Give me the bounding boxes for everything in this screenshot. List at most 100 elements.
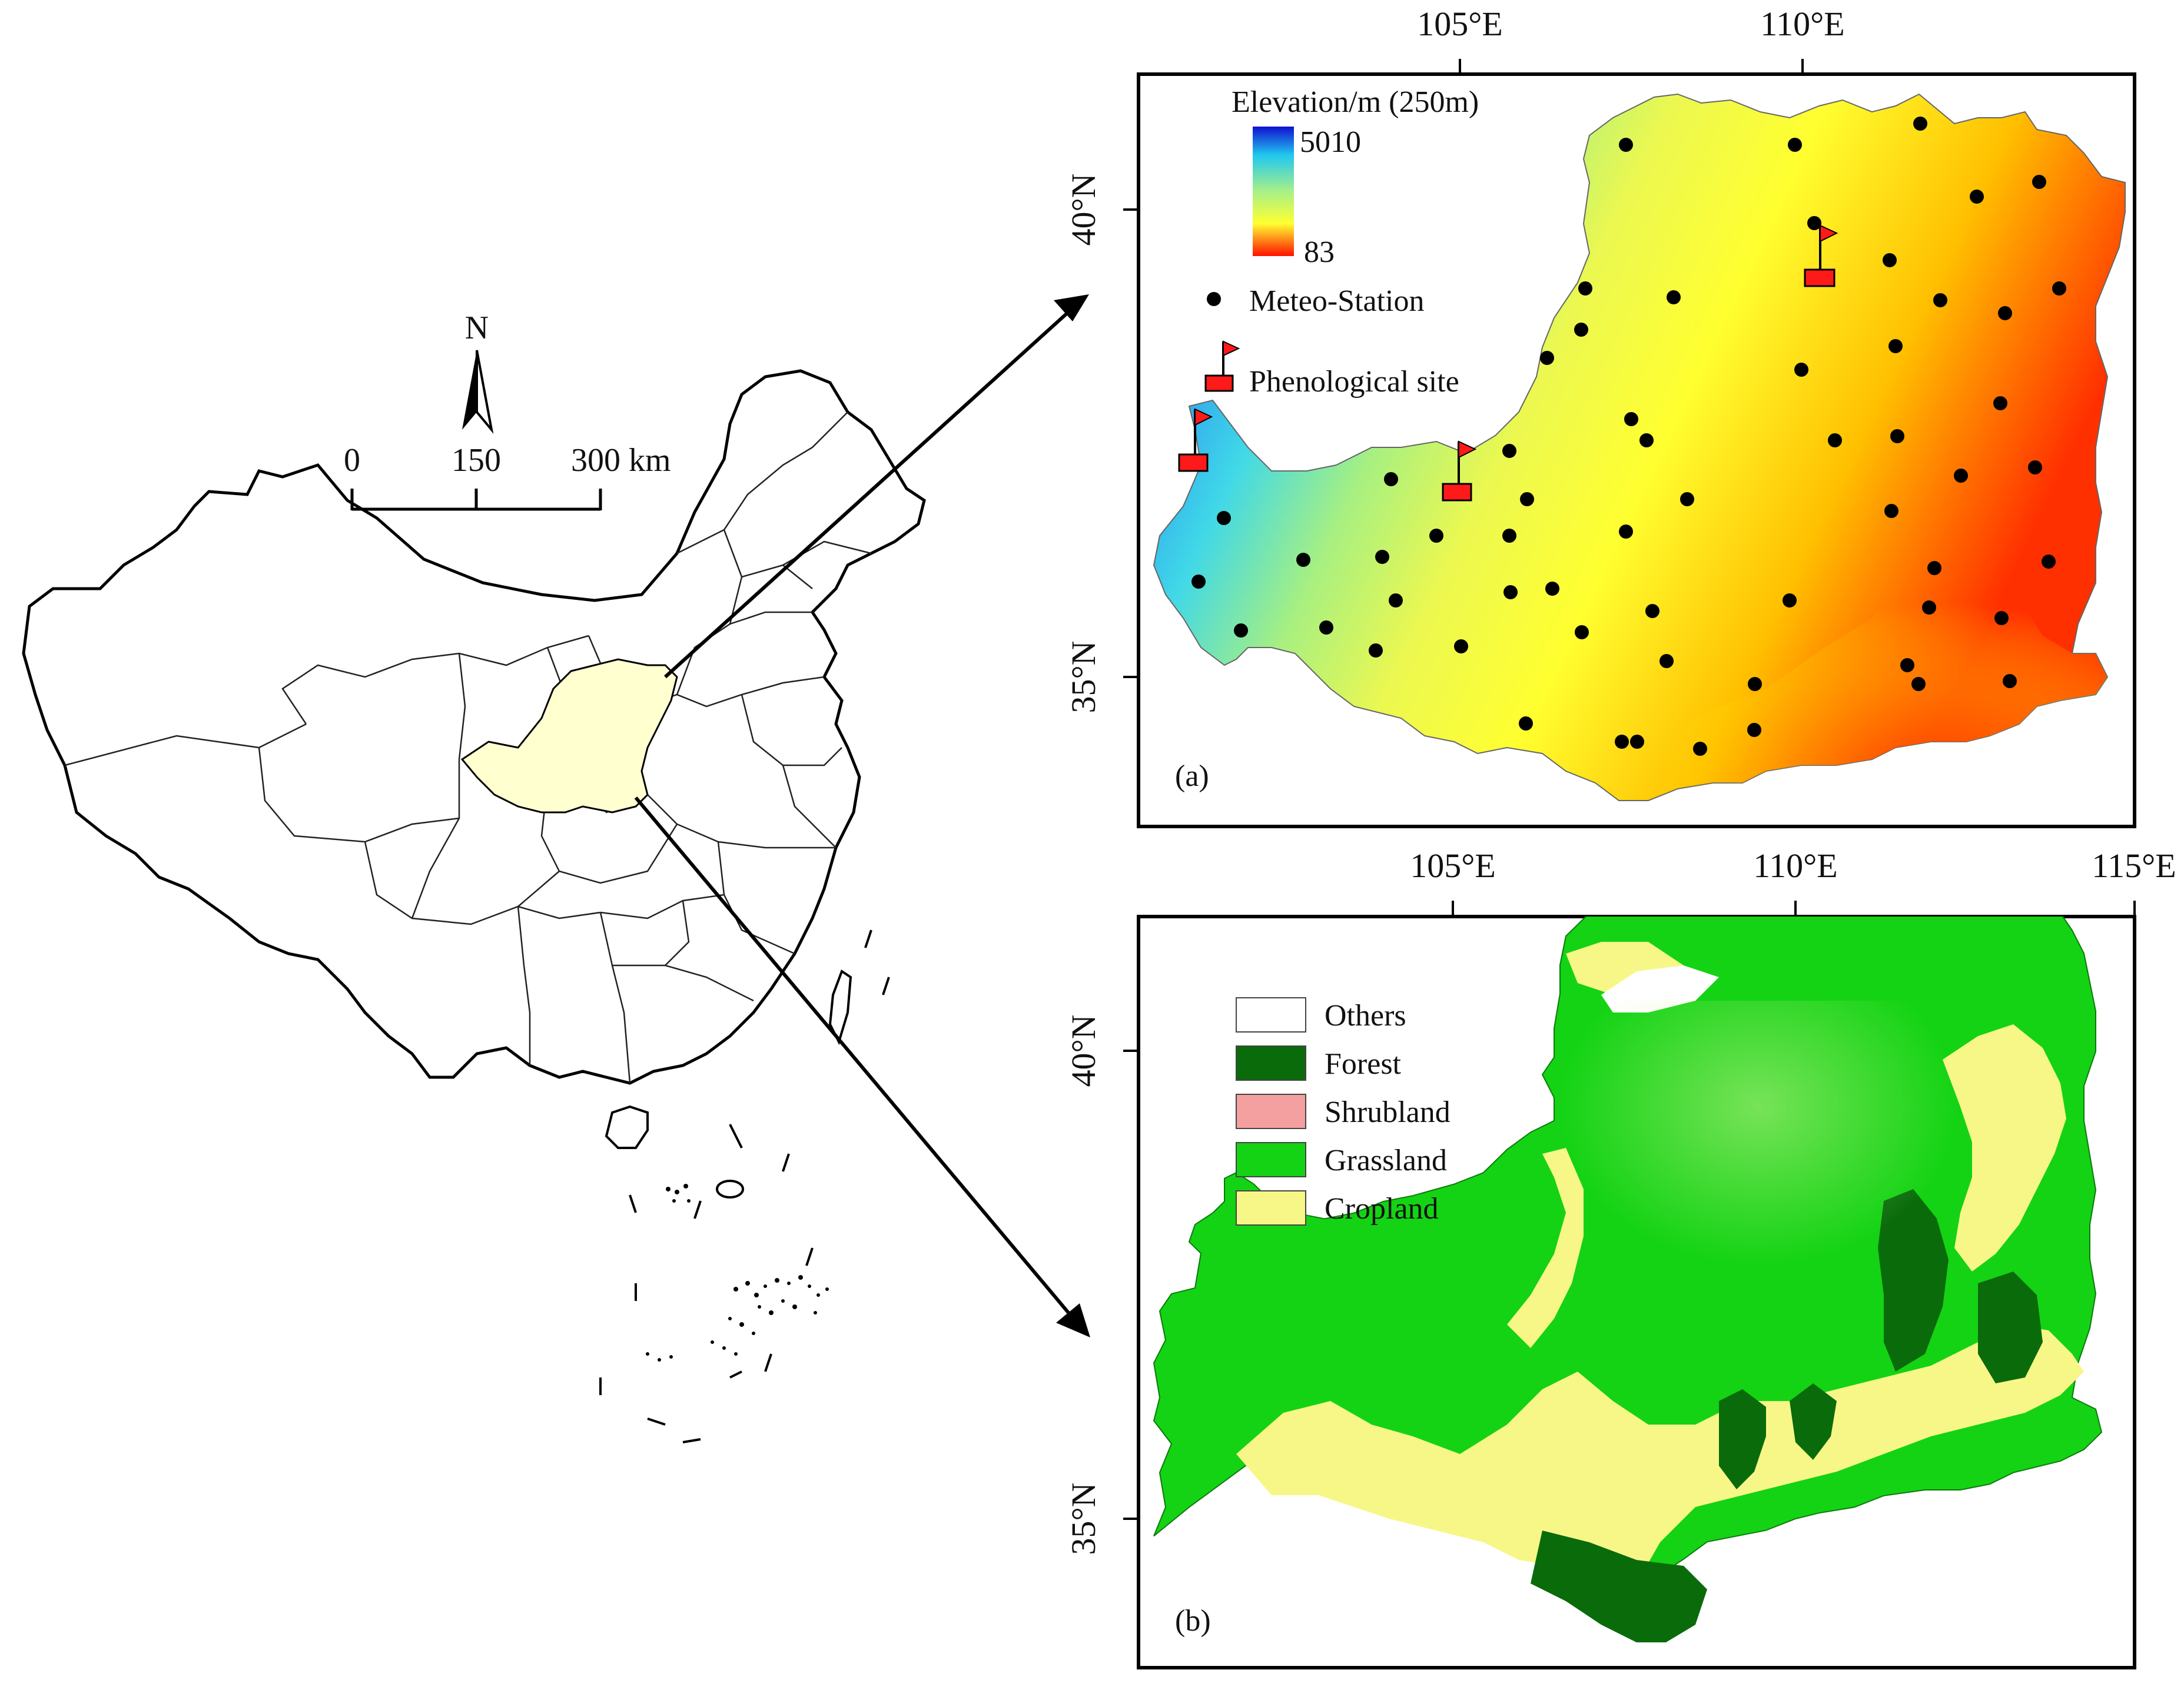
meteo-station-dot — [1911, 677, 1926, 691]
elevation-max-label: 5010 — [1300, 125, 1361, 159]
meteo-station-dot — [1296, 553, 1310, 567]
meteo-station-dot — [1645, 604, 1659, 618]
a-lat-40: 40°N — [1064, 173, 1103, 245]
meteo-station-dot — [2032, 175, 2046, 189]
meteo-station-dot — [1619, 138, 1633, 152]
meteo-station-dot — [1954, 469, 1968, 483]
panel-b-label: (b) — [1175, 1604, 1211, 1638]
meteo-station-dot — [1574, 323, 1588, 337]
meteo-station-dot — [1630, 735, 1644, 749]
meteo-stations — [1191, 117, 2066, 756]
elevation-colorbar — [1253, 127, 1294, 256]
elevation-legend: Elevation/m (250m) 5010 83 Meteo-Station… — [1204, 85, 1479, 399]
north-arrow: N — [462, 310, 494, 434]
b-lon-115: 115°E — [2092, 847, 2176, 885]
meteo-station-dot — [1884, 504, 1898, 518]
meteo-station-dot — [1375, 550, 1389, 564]
elevation-low-valley — [1637, 471, 2107, 801]
meteo-station-dot — [1900, 658, 1914, 672]
meteo-station-dot — [1502, 444, 1516, 458]
meteo-station-dot — [1575, 625, 1589, 639]
meteo-station-dot — [2028, 460, 2042, 474]
forest-zone-south — [1531, 1531, 1707, 1642]
meteo-station-dot — [1883, 253, 1897, 267]
panel-a-label: (a) — [1175, 759, 1209, 793]
pheno-legend-symbol — [1204, 340, 1240, 392]
pheno-legend-label: Phenological site — [1249, 365, 1459, 399]
meteo-station-dot — [1828, 433, 1842, 447]
meteo-station-dot — [1520, 492, 1534, 506]
meteo-station-dot — [2052, 281, 2066, 296]
meteo-station-dot — [1922, 600, 1936, 615]
b-lat-40: 40°N — [1064, 1014, 1103, 1087]
connector-arrows — [634, 294, 1090, 1337]
island-dots — [646, 1184, 829, 1362]
pheno-site — [1804, 224, 1838, 287]
legend-swatch-grassland — [1236, 1142, 1306, 1177]
a-lat-35: 35°N — [1064, 640, 1103, 713]
meteo-station-dot — [1384, 472, 1398, 486]
a-lon-110: 110°E — [1760, 5, 1844, 43]
forest-zone-central-2 — [1790, 1383, 1837, 1460]
meteo-station-dot — [1659, 654, 1674, 668]
legend-swatch-shrubland — [1236, 1094, 1306, 1129]
b-lon-110: 110°E — [1753, 847, 1837, 885]
a-lon-105: 105°E — [1417, 5, 1503, 43]
legend-swatch-others — [1236, 997, 1306, 1033]
elevation-min-label: 83 — [1304, 235, 1335, 269]
meteo-station-dot — [1389, 593, 1403, 608]
legend-label-forest: Forest — [1325, 1047, 1402, 1081]
cropland-zone-south — [1236, 1324, 2084, 1584]
meteo-station-dot — [1890, 429, 1904, 443]
meteo-station-dot — [1503, 585, 1518, 599]
meteo-station-dot — [1667, 290, 1681, 304]
meteo-station-dot — [2003, 674, 2017, 688]
meteo-station-dot — [1217, 511, 1231, 525]
meteo-station-dot — [1502, 529, 1516, 543]
meteo-station-dot — [1680, 492, 1694, 506]
meteo-station-dot — [1191, 575, 1206, 589]
meteo-station-dot — [1369, 643, 1383, 658]
scale-bar: 0 150 300 km — [344, 442, 671, 511]
station-legend-symbol — [1207, 292, 1221, 306]
legend-label-grassland: Grassland — [1325, 1144, 1447, 1177]
meteo-station-dot — [1788, 138, 1802, 152]
pheno-site — [1442, 440, 1477, 502]
meteo-station-dot — [1783, 593, 1797, 608]
meteo-station-dot — [1545, 582, 1559, 596]
meteo-station-dot — [1615, 735, 1629, 749]
meteo-station-dot — [1747, 723, 1761, 737]
b-lon-105: 105°E — [1410, 847, 1496, 885]
scale-label-150: 150 — [452, 442, 501, 479]
scale-label-300km: 300 km — [571, 442, 671, 479]
meteo-station-dot — [1807, 216, 1821, 230]
meteo-station-dot — [2042, 555, 2056, 569]
south-china-sea-islands — [599, 930, 890, 1443]
pheno-site — [1178, 408, 1213, 472]
legend-label-shrubland: Shrubland — [1325, 1096, 1451, 1129]
meteo-station-dot — [1234, 623, 1248, 638]
meteo-station-dot — [1540, 351, 1554, 365]
meteo-station-dot — [1913, 117, 1927, 131]
island-ellipse — [716, 1180, 744, 1199]
legend-swatch-forest — [1236, 1045, 1306, 1081]
meteo-station-dot — [1693, 742, 1707, 756]
meteo-station-dot — [1454, 639, 1468, 653]
meteo-station-dot — [1519, 716, 1533, 731]
legend-swatch-cropland — [1236, 1190, 1306, 1226]
meteo-station-dot — [1970, 190, 1984, 204]
meteo-station-dot — [1319, 620, 1333, 635]
meteo-station-dot — [1794, 363, 1808, 377]
meteo-station-dot — [1429, 529, 1443, 543]
meteo-station-dot — [1993, 396, 2007, 410]
meteo-station-dot — [1578, 281, 1592, 296]
landcover-legend: Others Forest Shrubland Grassland Cropla… — [1236, 997, 1451, 1226]
meteo-station-dot — [1998, 306, 2012, 320]
phenological-sites — [1178, 224, 1838, 502]
station-legend-label: Meteo-Station — [1249, 284, 1425, 318]
meteo-station-dot — [1927, 561, 1941, 575]
meteo-station-dot — [1933, 293, 1947, 307]
loess-plateau-highlight — [460, 658, 678, 814]
meteo-station-dot — [1994, 611, 2009, 625]
